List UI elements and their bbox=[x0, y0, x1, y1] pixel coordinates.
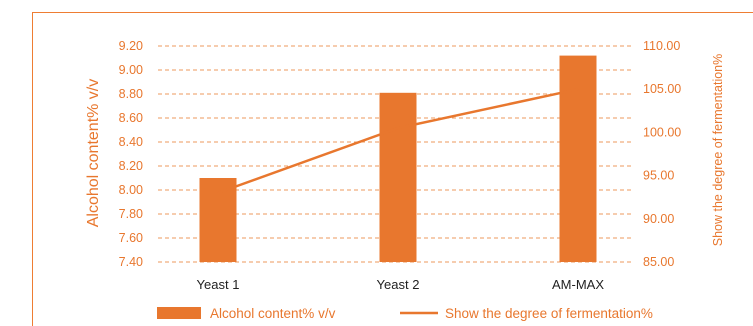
y2-tick-label: 100.00 bbox=[643, 125, 681, 139]
chart-border bbox=[32, 12, 753, 326]
y-tick-label: 8.60 bbox=[119, 111, 143, 125]
y2-axis-title: Show the degree of fermentation% bbox=[711, 54, 725, 246]
x-tick-label: AM-MAX bbox=[552, 277, 604, 292]
y-tick-label: 7.60 bbox=[119, 231, 143, 245]
y2-tick-label: 110.00 bbox=[643, 39, 680, 53]
y2-tick-label: 95.00 bbox=[643, 169, 674, 183]
bar bbox=[199, 178, 237, 262]
y2-tick-label: 105.00 bbox=[643, 82, 681, 96]
y-tick-label: 8.00 bbox=[119, 183, 143, 197]
bar bbox=[559, 55, 597, 262]
legend: Alcohol content% v/v Show the degree of … bbox=[157, 306, 653, 321]
legend-swatch-bar bbox=[157, 307, 201, 319]
bar-series bbox=[199, 55, 597, 262]
y-axis-title: Alcohol content% v/v bbox=[85, 79, 102, 228]
legend-label-line: Show the degree of fermentation% bbox=[445, 306, 653, 321]
y-tick-label: 7.80 bbox=[119, 207, 143, 221]
x-tick-label: Yeast 2 bbox=[377, 277, 420, 292]
y-tick-label: 7.40 bbox=[119, 255, 143, 269]
y2-tick-label: 90.00 bbox=[643, 212, 674, 226]
y2-tick-label: 85.00 bbox=[643, 255, 674, 269]
y-tick-label: 8.80 bbox=[119, 87, 143, 101]
legend-label-bar: Alcohol content% v/v bbox=[210, 306, 336, 321]
y-tick-label: 9.20 bbox=[119, 39, 143, 53]
y-tick-label: 8.20 bbox=[119, 159, 143, 173]
bar bbox=[379, 92, 417, 262]
right-axis-ticks: 85.00 90.00 95.00 100.00 105.00 110.00 bbox=[643, 39, 681, 269]
line-path bbox=[217, 87, 579, 195]
category-labels: Yeast 1 Yeast 2 AM-MAX bbox=[197, 277, 605, 292]
left-axis-ticks: 7.40 7.60 7.80 8.00 8.20 8.40 8.60 8.80 9.00 9.20 bbox=[119, 39, 143, 269]
line-series bbox=[217, 87, 579, 195]
y-tick-label: 9.00 bbox=[119, 63, 143, 77]
y-tick-label: 8.40 bbox=[119, 135, 143, 149]
x-tick-label: Yeast 1 bbox=[197, 277, 240, 292]
